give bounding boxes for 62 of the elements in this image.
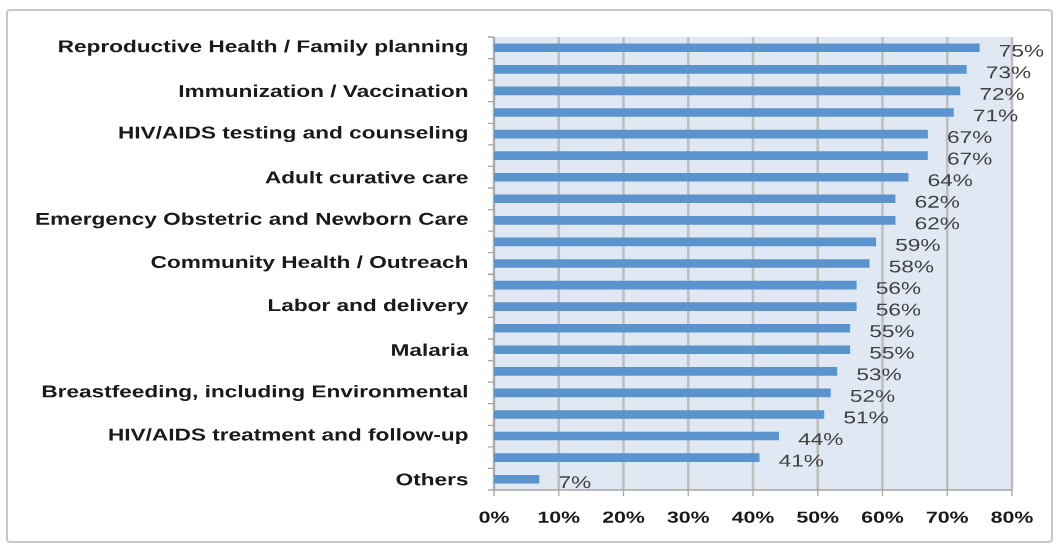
bar bbox=[494, 129, 928, 139]
y-tick-label: Emergency Obstetric and Newborn Care bbox=[36, 212, 468, 229]
bar bbox=[494, 323, 851, 333]
y-tick-label: Community Health / Outreach bbox=[151, 255, 468, 272]
bar bbox=[494, 237, 877, 247]
x-tick-label: 60% bbox=[861, 511, 904, 523]
bar bbox=[494, 431, 779, 441]
y-tick-label: Reproductive Health / Family planning bbox=[59, 39, 467, 56]
y-tick-label: Immunization / Vaccination bbox=[179, 84, 468, 98]
bar bbox=[494, 388, 831, 398]
x-tick-label: 10% bbox=[538, 511, 580, 523]
y-tick-label: Malaria bbox=[392, 343, 469, 357]
x-tick-label: 40% bbox=[732, 511, 774, 523]
data-label: 59% bbox=[896, 238, 940, 251]
data-label: 55% bbox=[870, 346, 914, 359]
x-tick-label: 0% bbox=[479, 511, 509, 523]
data-label: 51% bbox=[844, 411, 888, 424]
x-tick-label: 80% bbox=[991, 511, 1033, 523]
data-label: 73% bbox=[987, 66, 1031, 79]
data-label: 71% bbox=[974, 109, 1018, 122]
data-label: 64% bbox=[928, 174, 973, 187]
y-tick-label: Adult curative care bbox=[265, 170, 468, 184]
bar bbox=[494, 43, 980, 53]
bar bbox=[494, 367, 838, 376]
data-label: 67% bbox=[948, 131, 992, 144]
data-label: 58% bbox=[889, 260, 934, 273]
bar bbox=[494, 345, 851, 355]
data-label: 52% bbox=[850, 389, 895, 402]
bar bbox=[494, 151, 928, 160]
x-tick-label: 70% bbox=[926, 511, 968, 523]
bar bbox=[494, 216, 896, 225]
x-tick-label: 20% bbox=[602, 511, 645, 523]
bar bbox=[494, 108, 954, 117]
bar bbox=[494, 194, 896, 204]
data-label: 56% bbox=[876, 282, 921, 295]
bar bbox=[494, 410, 825, 419]
data-label: 53% bbox=[857, 368, 901, 381]
data-label: 72% bbox=[980, 87, 1024, 100]
x-tick-label: 30% bbox=[667, 511, 709, 523]
y-tick-label: HIV/AIDS treatment and follow-up bbox=[109, 428, 468, 444]
bar bbox=[494, 474, 540, 484]
data-label: 7% bbox=[559, 476, 591, 489]
data-label: 75% bbox=[999, 44, 1044, 57]
data-label: 44% bbox=[798, 433, 843, 445]
bar bbox=[494, 172, 909, 182]
y-tick-label: Labor and delivery bbox=[268, 298, 469, 315]
bar bbox=[494, 302, 857, 311]
data-label: 62% bbox=[915, 217, 960, 230]
data-label: 55% bbox=[870, 325, 914, 338]
y-tick-label: HIV/AIDS testing and counseling bbox=[119, 126, 467, 143]
data-label: 62% bbox=[915, 195, 960, 208]
bar bbox=[494, 259, 870, 268]
y-tick-label: Breastfeeding, including Environmental bbox=[42, 384, 467, 401]
data-label: 56% bbox=[876, 303, 921, 316]
bar bbox=[494, 65, 967, 74]
y-tick-label: Others bbox=[396, 472, 468, 486]
data-label: 67% bbox=[948, 152, 992, 165]
bar bbox=[494, 280, 857, 290]
bar bbox=[494, 86, 961, 96]
data-label: 41% bbox=[779, 454, 824, 467]
bar bbox=[494, 453, 760, 462]
x-tick-label: 50% bbox=[797, 511, 839, 523]
